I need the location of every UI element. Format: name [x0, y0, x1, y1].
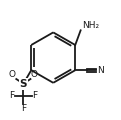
Text: NH₂: NH₂: [82, 21, 99, 30]
Text: F: F: [21, 105, 26, 114]
Text: F: F: [32, 91, 37, 100]
Text: O: O: [31, 70, 38, 79]
Text: F: F: [9, 91, 15, 100]
Text: O: O: [9, 70, 16, 79]
Text: S: S: [20, 79, 27, 89]
Text: N: N: [97, 66, 103, 75]
